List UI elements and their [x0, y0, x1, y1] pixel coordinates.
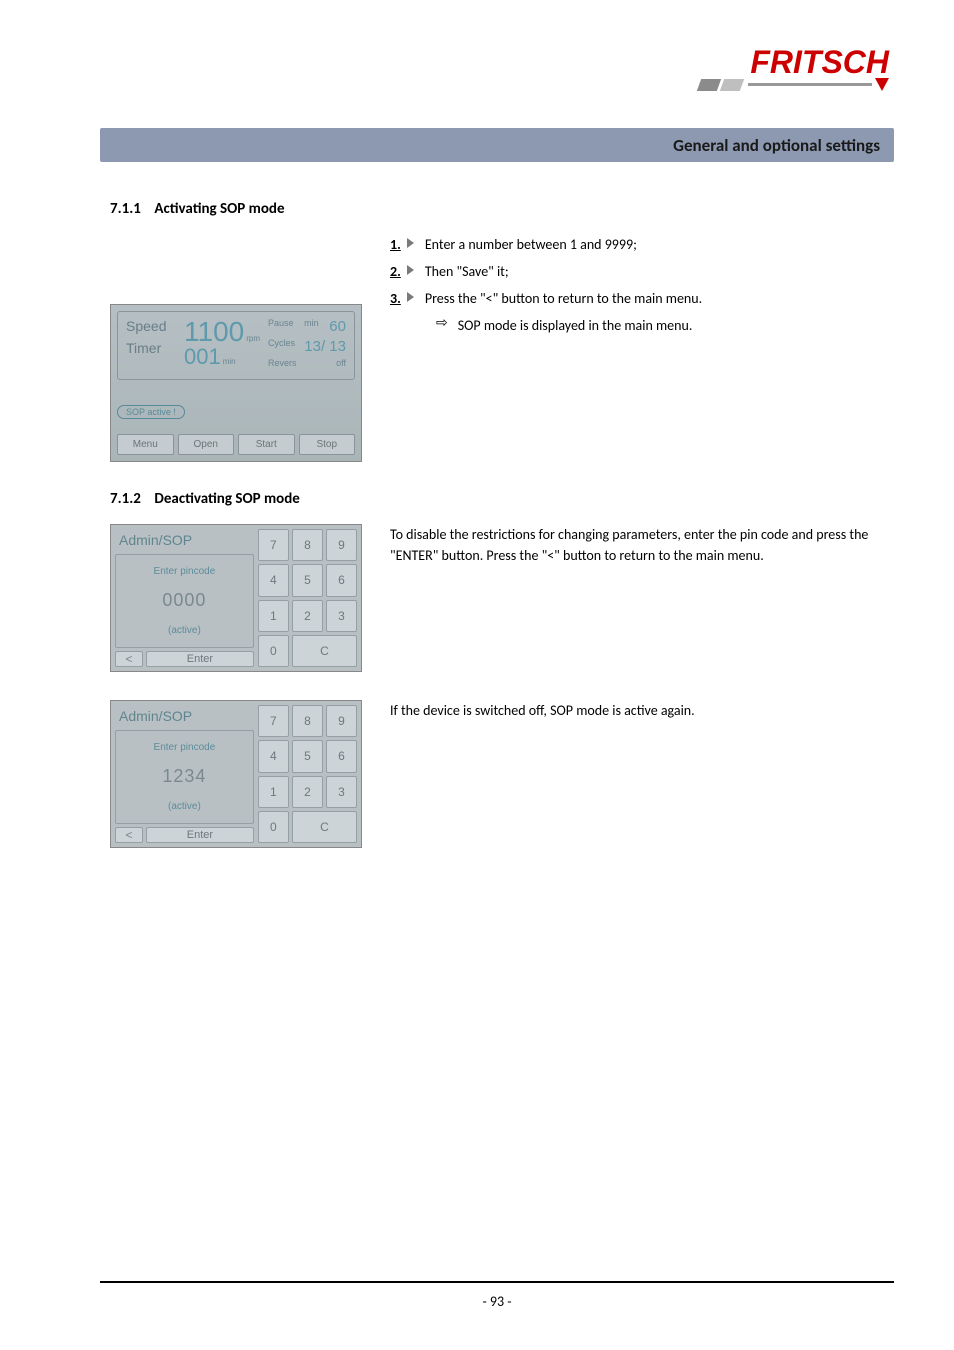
key-1[interactable]: 1: [258, 776, 289, 808]
key-7[interactable]: 7: [258, 705, 289, 737]
btn-stop[interactable]: Stop: [299, 434, 356, 455]
key-5[interactable]: 5: [292, 564, 323, 596]
section-header-title: General and optional settings: [673, 135, 880, 156]
unit-timer: min: [223, 358, 236, 366]
step-1: 1. Enter a number between 1 and 9999;: [390, 234, 894, 255]
result-arrow-icon: ⇨: [436, 315, 448, 332]
key-8[interactable]: 8: [292, 705, 323, 737]
key-2[interactable]: 2: [292, 776, 323, 808]
key-c[interactable]: C: [292, 811, 357, 843]
keypad: 7 8 9 4 5 6 1 2 3 0 C: [258, 529, 357, 667]
key-4[interactable]: 4: [258, 564, 289, 596]
shot2b-title: Admin/SOP: [115, 705, 254, 727]
key-c[interactable]: C: [292, 635, 357, 667]
step-result: ⇨ SOP mode is displayed in the main menu…: [436, 315, 894, 336]
para-deactivate-1: To disable the restrictions for changing…: [390, 524, 894, 566]
page-footer: - 93 -: [100, 1281, 894, 1310]
key-3[interactable]: 3: [326, 776, 357, 808]
screenshot-main-menu: Speed Timer 1100 rpm 001 min: [110, 304, 362, 462]
heading-711: 7.1.1 Activating SOP mode: [110, 200, 894, 218]
screenshot-pincode-b: Admin/SOP Enter pincode 1234 (active) < …: [110, 700, 362, 848]
btn-menu[interactable]: Menu: [117, 434, 174, 455]
heading-712: 7.1.2 Deactivating SOP mode: [110, 490, 894, 508]
key-8[interactable]: 8: [292, 529, 323, 561]
step-arrow-icon: [407, 265, 417, 275]
enter-button[interactable]: Enter: [146, 651, 254, 667]
key-9[interactable]: 9: [326, 529, 357, 561]
key-4[interactable]: 4: [258, 740, 289, 772]
shot2a-title: Admin/SOP: [115, 529, 254, 551]
key-1[interactable]: 1: [258, 600, 289, 632]
key-5[interactable]: 5: [292, 740, 323, 772]
keypad: 7 8 9 4 5 6 1 2 3 0 C: [258, 705, 357, 843]
screenshot-pincode-a: Admin/SOP Enter pincode 0000 (active) < …: [110, 524, 362, 672]
badge-sop-active: SOP active !: [117, 405, 185, 419]
brand-text: FRITSCH: [699, 48, 889, 76]
label-timer: Timer: [126, 340, 184, 356]
pin-value-a: 0000: [118, 590, 251, 611]
page-number: - 93 -: [482, 1293, 511, 1310]
brand-logo: FRITSCH: [699, 48, 889, 106]
enter-button[interactable]: Enter: [146, 827, 254, 843]
key-3[interactable]: 3: [326, 600, 357, 632]
btn-start[interactable]: Start: [238, 434, 295, 455]
btn-open[interactable]: Open: [178, 434, 235, 455]
step-2: 2. Then "Save" it;: [390, 261, 894, 282]
key-2[interactable]: 2: [292, 600, 323, 632]
value-speed: 1100: [184, 318, 244, 346]
key-0[interactable]: 0: [258, 635, 289, 667]
section-header-bar: General and optional settings: [100, 128, 894, 162]
step-arrow-icon: [407, 292, 417, 302]
unit-speed: rpm: [246, 335, 260, 343]
value-timer: 001: [184, 346, 221, 368]
step-arrow-icon: [407, 238, 417, 248]
key-0[interactable]: 0: [258, 811, 289, 843]
key-6[interactable]: 6: [326, 740, 357, 772]
pin-value-b: 1234: [118, 766, 251, 787]
key-9[interactable]: 9: [326, 705, 357, 737]
step-3: 3. Press the "<" button to return to the…: [390, 288, 894, 309]
back-button[interactable]: <: [115, 827, 143, 843]
label-speed: Speed: [126, 318, 184, 334]
back-button[interactable]: <: [115, 651, 143, 667]
key-6[interactable]: 6: [326, 564, 357, 596]
key-7[interactable]: 7: [258, 529, 289, 561]
para-deactivate-2: If the device is switched off, SOP mode …: [390, 700, 894, 721]
